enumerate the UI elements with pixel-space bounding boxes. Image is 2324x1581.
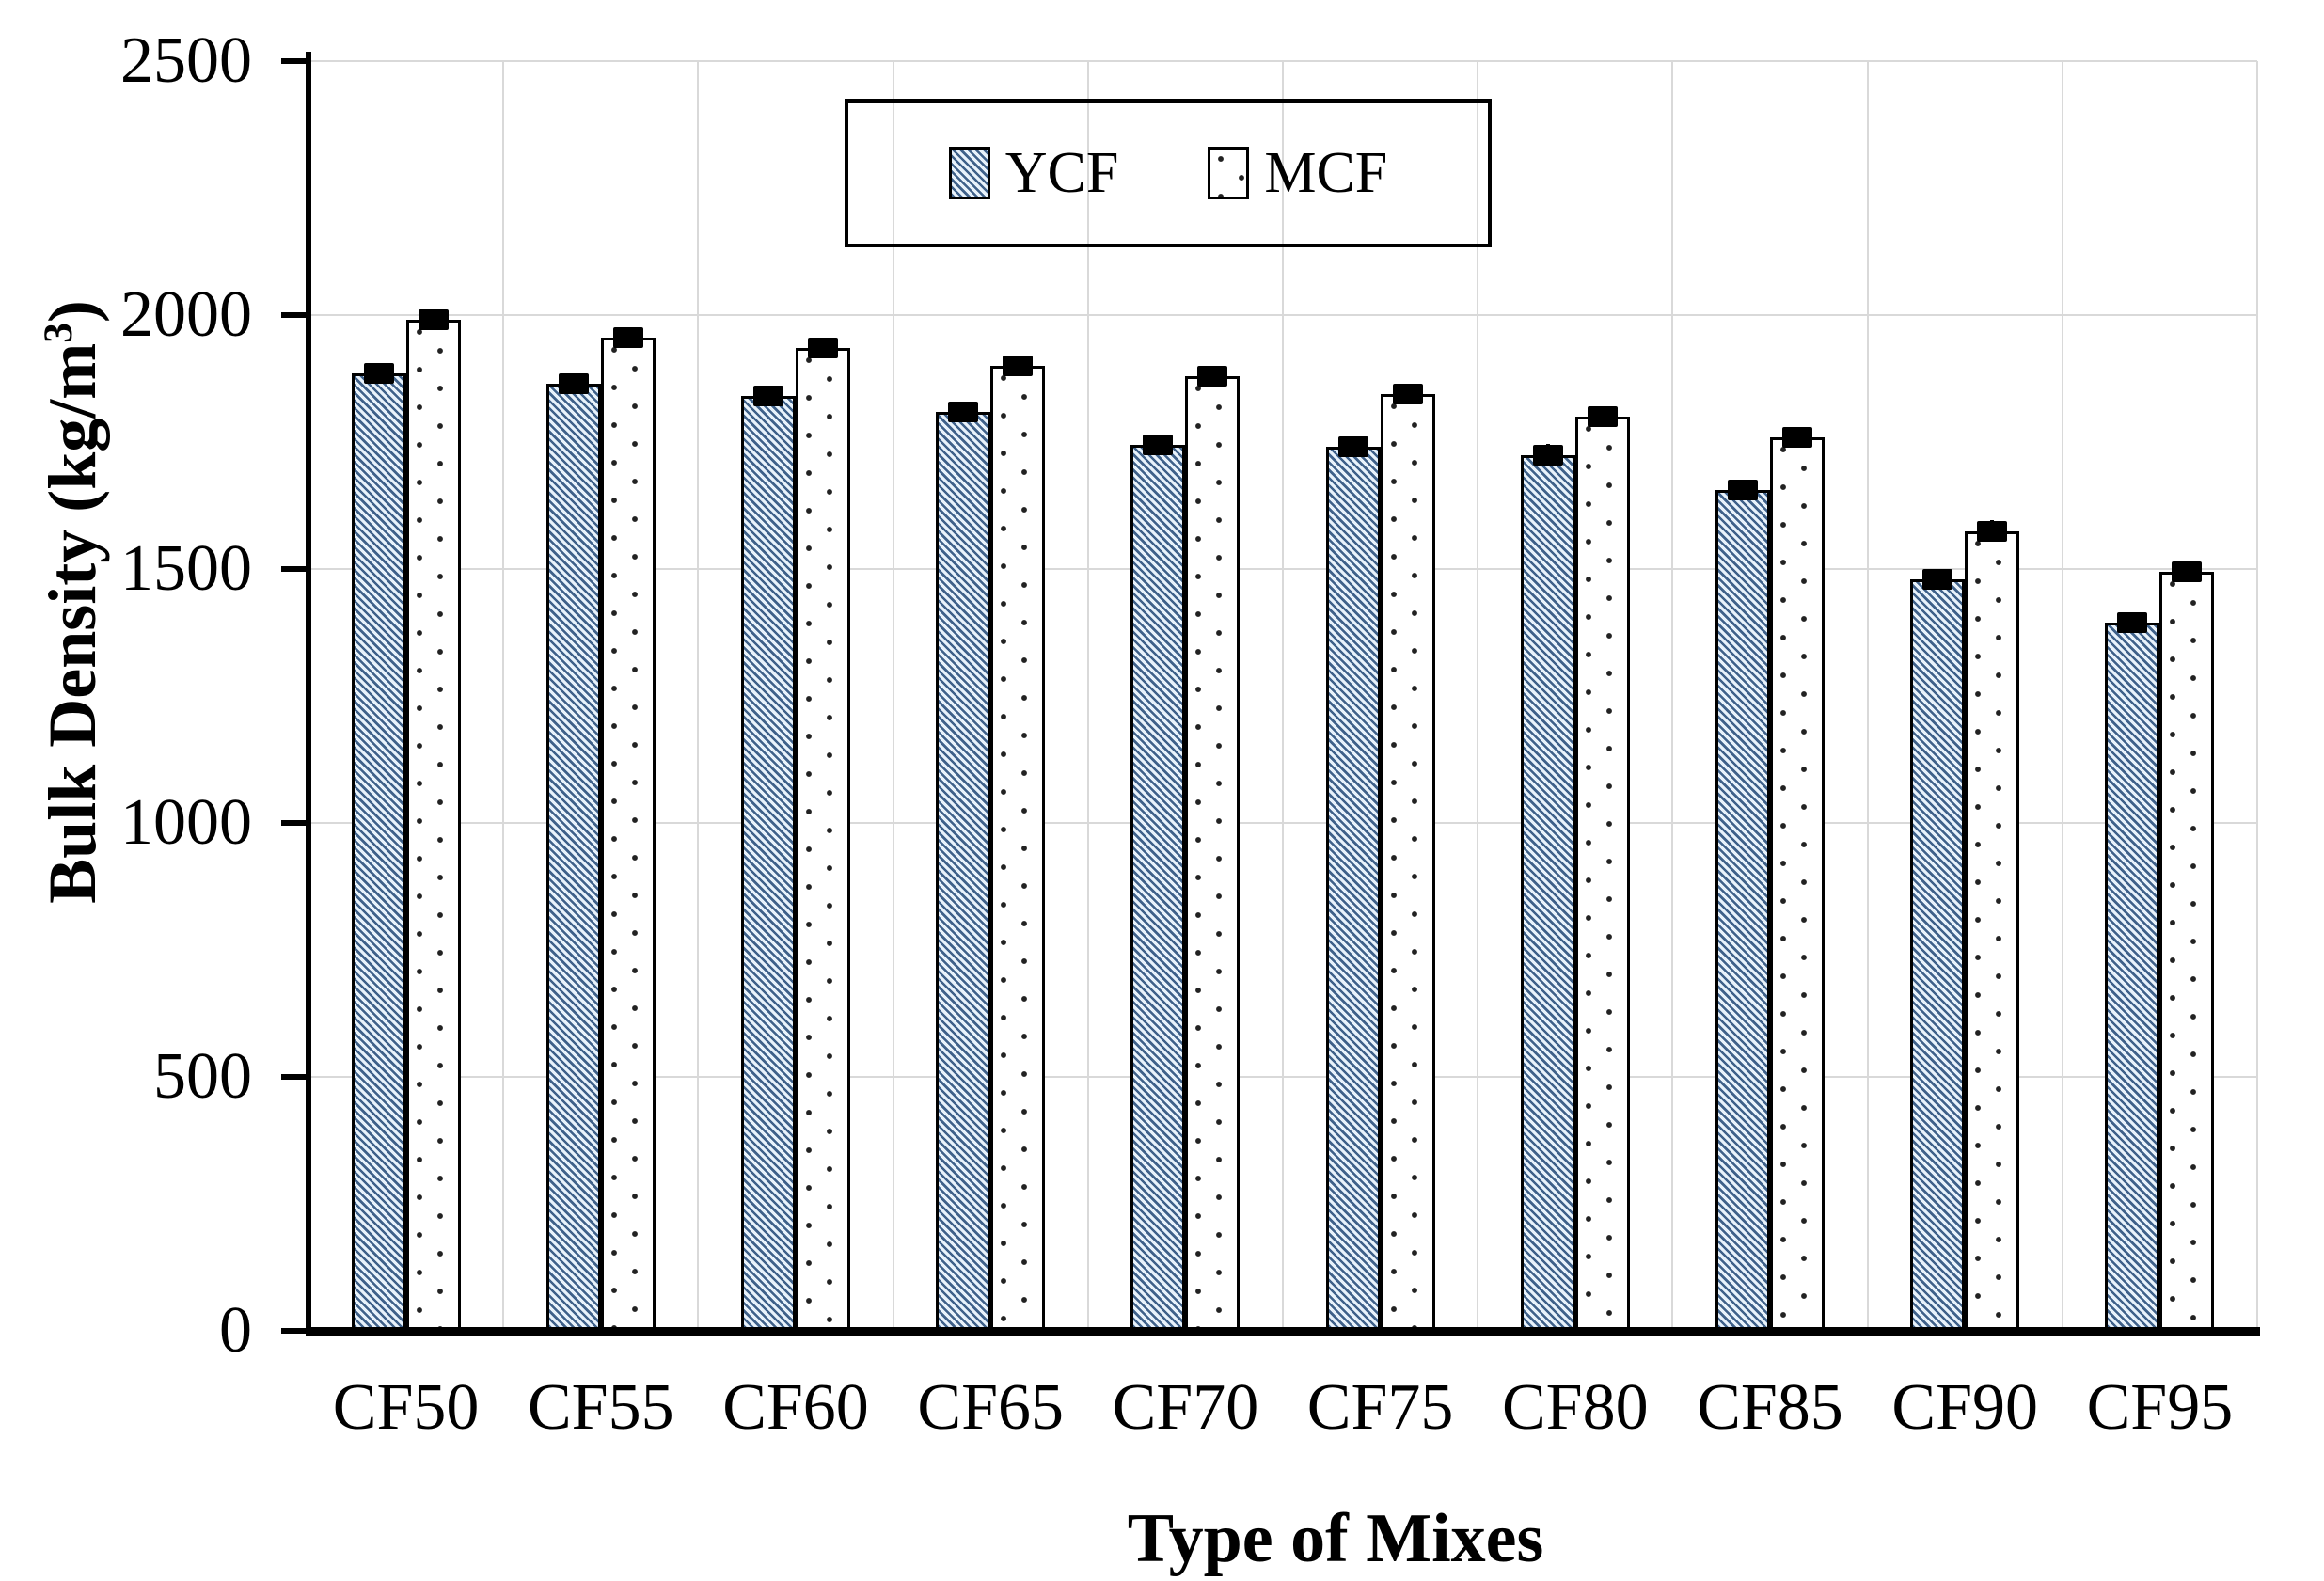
y-tick-label: 2500 xyxy=(120,24,252,97)
bar-mcf-cf50 xyxy=(405,320,461,1331)
error-bar-marker xyxy=(2117,611,2148,633)
y-axis-tick xyxy=(281,312,308,318)
legend-label-ycf: YCF xyxy=(1004,140,1119,205)
y-axis-tick xyxy=(281,820,308,826)
error-bar-marker xyxy=(1003,356,1034,376)
bar-ycf-cf70 xyxy=(1130,444,1186,1331)
gridline-vertical xyxy=(1282,61,1284,1331)
error-bar-marker xyxy=(948,401,979,422)
gridline-vertical xyxy=(1671,61,1674,1331)
x-tick-label-cf80: CF80 xyxy=(1501,1371,1649,1444)
bar-mcf-cf65 xyxy=(990,366,1046,1331)
bar-ycf-cf80 xyxy=(1520,454,1575,1331)
x-tick-label-cf70: CF70 xyxy=(1112,1371,1259,1444)
bar-ycf-cf50 xyxy=(351,373,406,1331)
x-tick-label-cf60: CF60 xyxy=(722,1371,869,1444)
error-bar-marker xyxy=(418,309,449,331)
error-bar-marker xyxy=(808,338,838,359)
bar-mcf-cf75 xyxy=(1380,393,1435,1331)
error-bar-marker xyxy=(1143,434,1174,455)
bar-mcf-cf90 xyxy=(1965,530,2020,1331)
bar-ycf-cf75 xyxy=(1325,447,1381,1331)
gridline-vertical xyxy=(502,61,505,1331)
y-axis-title: Bulk Density (kg/m3) xyxy=(10,0,110,1213)
x-tick-label-cf65: CF65 xyxy=(917,1371,1064,1444)
error-bar-marker xyxy=(612,327,643,349)
error-bar-marker xyxy=(1392,383,1423,404)
error-bar-marker xyxy=(558,372,589,394)
y-tick-label: 2000 xyxy=(120,278,252,351)
error-bar-marker xyxy=(1728,480,1758,501)
error-bar-marker xyxy=(1922,568,1953,590)
bar-mcf-cf70 xyxy=(1185,375,1241,1331)
y-axis-title-suffix: ) xyxy=(35,300,110,324)
gridline-vertical xyxy=(2061,61,2063,1331)
y-axis-tick xyxy=(281,1328,308,1334)
gridline-vertical xyxy=(1086,61,1089,1331)
bar-ycf-cf65 xyxy=(936,411,991,1331)
bar-ycf-cf60 xyxy=(741,396,796,1331)
error-bar-marker xyxy=(363,363,394,385)
gridline-vertical xyxy=(1477,61,1479,1331)
x-tick-label-cf50: CF50 xyxy=(332,1371,480,1444)
y-axis-tick xyxy=(281,58,308,64)
bar-mcf-cf85 xyxy=(1770,436,1825,1331)
bar-ycf-cf90 xyxy=(1910,578,1966,1331)
y-tick-label: 1500 xyxy=(120,532,252,605)
gridline-vertical xyxy=(892,61,894,1331)
y-axis-title-text: Bulk Density (kg/m xyxy=(35,342,110,904)
bar-ycf-cf55 xyxy=(545,383,601,1331)
y-axis-title-superscript: 3 xyxy=(37,323,81,343)
bar-ycf-cf85 xyxy=(1715,490,1770,1331)
error-bar-marker xyxy=(1197,365,1228,387)
x-axis-line xyxy=(306,1327,2260,1336)
bar-mcf-cf60 xyxy=(796,348,850,1331)
error-bar-marker xyxy=(1337,436,1368,458)
x-axis-title: Type of Mixes xyxy=(1127,1500,1544,1577)
x-tick-label-cf90: CF90 xyxy=(1891,1371,2038,1444)
gridline-vertical xyxy=(2256,61,2258,1331)
error-bar-marker xyxy=(1977,520,2008,542)
error-bar-marker xyxy=(1782,426,1812,448)
y-tick-label: 1000 xyxy=(120,786,252,859)
bar-mcf-cf55 xyxy=(600,338,656,1331)
legend-swatch-mcf xyxy=(1208,147,1250,199)
y-axis-line xyxy=(306,52,311,1336)
legend-entry-ycf: YCF xyxy=(948,140,1119,207)
x-tick-label-cf75: CF75 xyxy=(1306,1371,1454,1444)
y-axis-tick xyxy=(281,1074,308,1080)
x-tick-label-cf95: CF95 xyxy=(2086,1371,2234,1444)
legend: YCF MCF xyxy=(845,99,1492,247)
bar-mcf-cf95 xyxy=(2159,571,2215,1331)
error-bar-marker xyxy=(1587,406,1618,427)
bar-mcf-cf80 xyxy=(1574,417,1630,1331)
bar-ycf-cf95 xyxy=(2105,622,2160,1331)
error-bar-marker xyxy=(2172,561,2203,582)
y-tick-label: 500 xyxy=(153,1040,252,1113)
x-tick-label-cf55: CF55 xyxy=(527,1371,674,1444)
error-bar-marker xyxy=(753,386,783,407)
gridline-vertical xyxy=(697,61,700,1331)
legend-label-mcf: MCF xyxy=(1264,140,1388,205)
y-axis-tick xyxy=(281,566,308,572)
gridline-vertical xyxy=(1866,61,1869,1331)
legend-entry-mcf: MCF xyxy=(1208,140,1387,207)
error-bar-marker xyxy=(1532,444,1563,466)
legend-swatch-ycf xyxy=(948,147,990,199)
x-tick-label-cf85: CF85 xyxy=(1697,1371,1843,1444)
y-tick-label: 0 xyxy=(219,1294,252,1367)
